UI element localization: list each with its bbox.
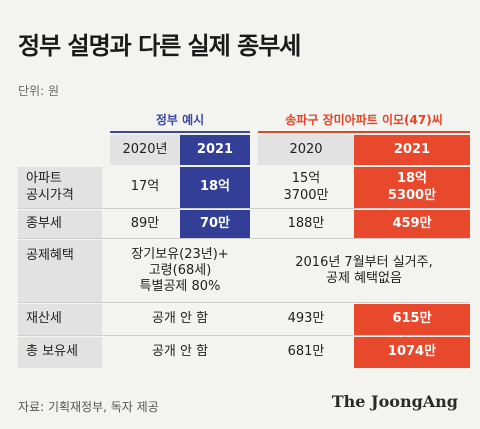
group-underline-gov bbox=[110, 131, 250, 133]
cell-price-gov-2021: 18억 bbox=[180, 167, 250, 208]
row-label-deduction: 공제혜택 bbox=[18, 240, 102, 302]
year-gov-2020: 2020년 bbox=[110, 135, 180, 165]
cell-price-apt-2020: 15억 3700만 bbox=[283, 171, 329, 203]
cell-tax-gov-2020: 89만 bbox=[130, 215, 160, 231]
year-gov-2021: 2021 bbox=[180, 135, 250, 165]
row-divider bbox=[18, 238, 470, 239]
cell-property-tax-apt-2021: 615만 bbox=[354, 304, 470, 335]
cell-total-tax-apt-2021: 1074만 bbox=[354, 337, 470, 368]
row-divider bbox=[18, 302, 470, 303]
cell-tax-gov-2021: 70만 bbox=[180, 210, 250, 238]
group-header-apt: 송파구 장미아파트 이모(47)씨 bbox=[285, 113, 443, 127]
unit-label: 단위: 원 bbox=[18, 84, 59, 98]
page-title: 정부 설명과 다른 실제 종부세 bbox=[18, 32, 301, 60]
cell-deduction-gov: 장기보유(23년)+ 고령(68세) 특별공제 80% bbox=[131, 246, 229, 295]
cell-price-apt-2021: 18억 5300만 bbox=[354, 167, 470, 208]
cell-total-tax-apt-2020: 681만 bbox=[287, 344, 325, 360]
year-apt-2020: 2020 bbox=[258, 135, 354, 165]
row-divider bbox=[18, 335, 470, 336]
cell-property-tax-gov: 공개 안 함 bbox=[151, 311, 209, 327]
row-label-price: 아파트 공시가격 bbox=[18, 167, 102, 208]
cell-tax-apt-2020: 188만 bbox=[287, 215, 325, 231]
source-note: 자료: 기획재정부, 독자 제공 bbox=[18, 400, 159, 414]
row-label-property-tax: 재산세 bbox=[18, 304, 102, 335]
group-header-gov: 정부 예시 bbox=[155, 113, 205, 127]
brand-logo: The JoongAng bbox=[331, 392, 458, 411]
cell-deduction-apt: 2016년 7월부터 실거주, 공제 혜택없음 bbox=[295, 254, 433, 286]
row-label-total-tax: 총 보유세 bbox=[18, 337, 102, 368]
cell-total-tax-gov: 공개 안 함 bbox=[151, 344, 209, 360]
cell-tax-apt-2021: 459만 bbox=[354, 210, 470, 238]
year-apt-2021: 2021 bbox=[354, 135, 470, 165]
row-divider bbox=[18, 208, 470, 209]
cell-property-tax-apt-2020: 493만 bbox=[287, 311, 325, 327]
row-label-tax: 종부세 bbox=[18, 210, 102, 238]
group-underline-apt bbox=[258, 131, 470, 133]
cell-price-gov-2020: 17억 bbox=[130, 179, 160, 195]
